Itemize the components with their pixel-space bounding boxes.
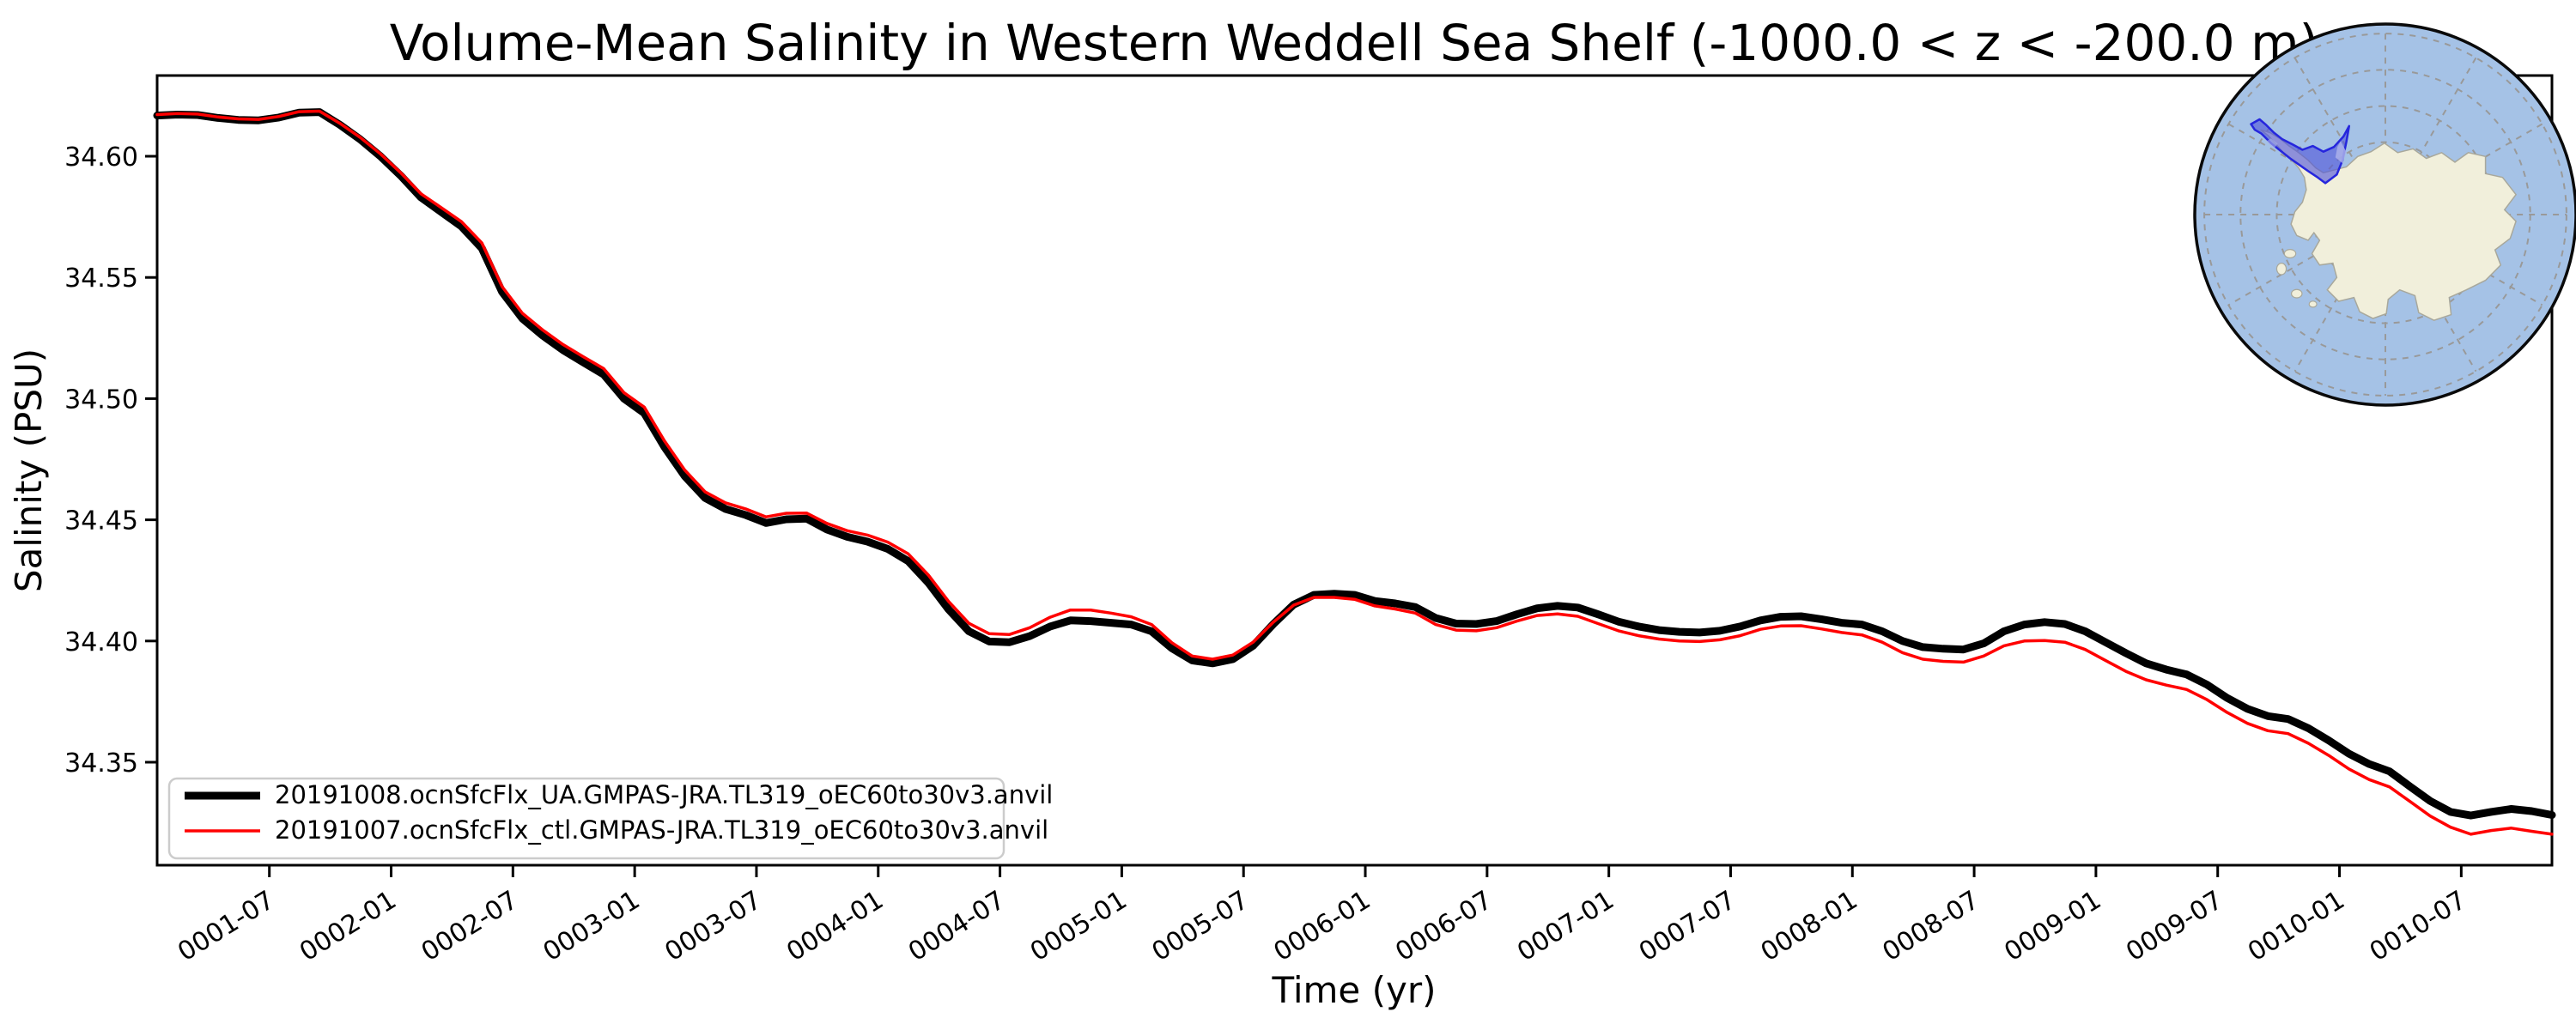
- legend-entry-label: 20191007.ocnSfcFlx_ctl.GMPAS-JRA.TL319_o…: [275, 815, 1048, 845]
- y-tick-label: 34.55: [64, 264, 138, 294]
- x-tick-label: 0004-01: [781, 885, 889, 967]
- x-tick-label: 0009-07: [2121, 885, 2228, 967]
- x-tick-label: 0004-07: [903, 885, 1011, 967]
- x-tick-label: 0001-07: [173, 885, 280, 967]
- highlight-region-weddell-shelf: [2250, 118, 2351, 185]
- x-axis-label: Time (yr): [1271, 969, 1436, 1011]
- x-tick-label: 0005-07: [1147, 885, 1255, 967]
- plot-frame: [155, 74, 2554, 867]
- x-tick-label: 0010-01: [2243, 885, 2350, 967]
- chart-title: Volume-Mean Salinity in Western Weddell …: [390, 14, 2318, 72]
- series-line-ctl: [155, 109, 2554, 836]
- x-tick-label: 0006-07: [1390, 885, 1498, 967]
- y-tick-label: 34.45: [64, 506, 138, 536]
- inset-map: [2193, 22, 2576, 407]
- series-line-ua: [153, 108, 2556, 820]
- legend-entry-label: 20191008.ocnSfcFlx_UA.GMPAS-JRA.TL319_oE…: [275, 780, 1053, 809]
- x-tick-label: 0006-01: [1268, 885, 1376, 967]
- island: [2283, 249, 2297, 258]
- island: [2275, 263, 2287, 276]
- x-tick-label: 0008-07: [1877, 885, 1984, 967]
- x-tick-label: 0003-07: [659, 885, 767, 967]
- y-axis-label: Salinity (PSU): [8, 348, 50, 592]
- x-tick-label: 0003-01: [538, 885, 646, 967]
- y-tick-label: 34.40: [64, 627, 138, 657]
- legend-box: [167, 777, 1005, 860]
- x-tick-label: 0009-01: [1999, 885, 2106, 967]
- x-tick-label: 0007-01: [1512, 885, 1619, 967]
- x-tick-label: 0010-07: [2365, 885, 2472, 967]
- y-tick-label: 34.35: [64, 748, 138, 779]
- x-tick-label: 0007-07: [1634, 885, 1741, 967]
- x-tick-label: 0005-01: [1025, 885, 1133, 967]
- ice-shelf-patch: [2266, 138, 2278, 149]
- x-axis: 0001-07 0002-01 0002-07 0003-01 0003-07 0004-…: [173, 865, 2472, 967]
- island: [2308, 300, 2318, 308]
- y-axis: 34.60 34.55 34.50 34.45 34.40 34.35: [64, 142, 157, 779]
- legend: 20191008.ocnSfcFlx_UA.GMPAS-JRA.TL319_oE…: [167, 777, 1053, 860]
- y-tick-label: 34.60: [64, 142, 138, 173]
- island: [2290, 288, 2303, 299]
- y-tick-label: 34.50: [64, 385, 138, 415]
- x-tick-label: 0002-07: [416, 885, 524, 967]
- ice-shelf-patch: [2335, 141, 2347, 164]
- x-tick-label: 0002-01: [295, 885, 402, 967]
- x-tick-label: 0008-01: [1756, 885, 1863, 967]
